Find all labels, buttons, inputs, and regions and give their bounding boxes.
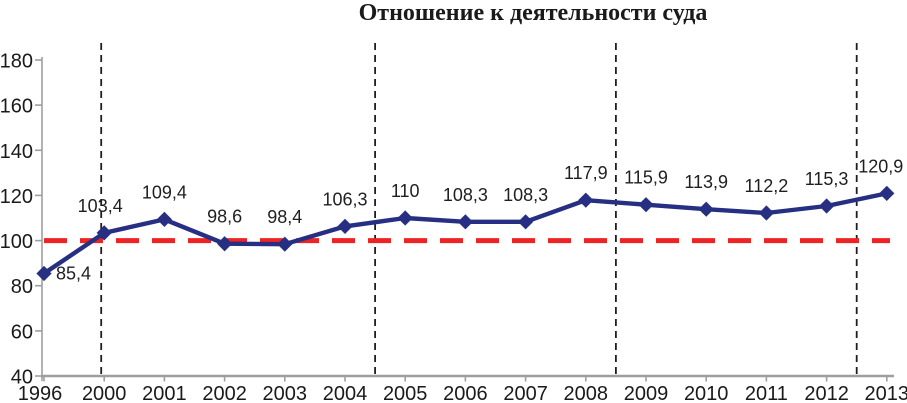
data-point-2012	[819, 198, 835, 214]
data-label-2007: 108,3	[503, 185, 548, 205]
x-tick-label-1996: 1996	[18, 383, 63, 403]
data-label-2006: 108,3	[443, 185, 488, 205]
data-point-1996	[36, 265, 52, 282]
x-tick-label-2003: 2003	[263, 383, 308, 403]
data-label-2008: 117,9	[564, 163, 608, 183]
chart-title: Отношение к деятельности суда	[358, 0, 708, 26]
data-label-2011: 112,2	[745, 176, 789, 196]
data-label-2005: 110	[391, 181, 420, 201]
data-point-2008	[578, 192, 594, 208]
x-tick-label-2001: 2001	[142, 383, 187, 403]
y-tick-label-80: 80	[11, 276, 33, 298]
data-label-2013: 120,9	[858, 156, 903, 176]
data-label-2010: 113,9	[684, 172, 728, 192]
x-tick-label-2009: 2009	[624, 383, 669, 403]
data-point-2011	[758, 205, 774, 221]
data-point-2004	[337, 218, 353, 234]
data-point-2000	[96, 225, 112, 241]
data-point-2003	[277, 236, 293, 252]
x-tick-label-2006: 2006	[443, 383, 488, 403]
series-line	[41, 191, 889, 276]
x-tick-label-2000: 2000	[82, 383, 127, 403]
data-label-2009: 115,9	[624, 168, 668, 188]
data-point-2005	[397, 210, 413, 226]
y-tick-label-160: 160	[0, 96, 33, 118]
x-tick-label-2013: 2013	[865, 383, 907, 403]
data-point-2002	[217, 236, 233, 252]
data-point-2009	[638, 197, 654, 213]
y-tick-label-140: 140	[0, 141, 33, 163]
x-tick-label-2005: 2005	[383, 383, 428, 403]
data-label-2000: 103,4	[78, 196, 123, 216]
x-tick-label-2012: 2012	[804, 383, 849, 403]
x-tick-label-2008: 2008	[564, 383, 609, 403]
data-point-2010	[698, 201, 714, 217]
data-label-2001: 109,4	[142, 182, 187, 202]
x-tick-label-2004: 2004	[323, 383, 368, 403]
data-label-2002: 98,6	[207, 207, 242, 227]
data-point-2006	[457, 214, 473, 230]
data-point-2007	[518, 214, 534, 230]
data-point-2001	[156, 211, 172, 227]
x-tick-label-2011: 2011	[745, 383, 788, 403]
y-tick-label-120: 120	[0, 186, 33, 208]
y-tick-label-180: 180	[0, 51, 33, 73]
data-point-2013	[879, 185, 895, 201]
y-tick-label-40: 40	[11, 367, 33, 389]
data-label-1996: 85,4	[56, 264, 91, 284]
data-label-2003: 98,4	[267, 207, 302, 227]
x-tick-label-2002: 2002	[202, 383, 247, 403]
x-tick-label-2010: 2010	[684, 383, 729, 403]
y-tick-label-100: 100	[0, 231, 33, 253]
y-tick-label-60: 60	[11, 321, 33, 343]
data-label-2004: 106,3	[322, 189, 367, 209]
data-label-2012: 115,3	[805, 169, 849, 189]
x-tick-label-2007: 2007	[503, 383, 548, 403]
